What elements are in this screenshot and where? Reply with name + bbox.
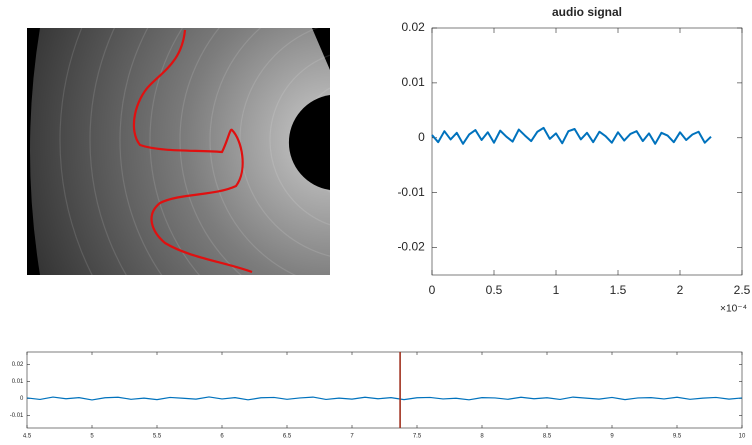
x-tick-label: 6.5 <box>283 433 292 439</box>
x-tick-label: 2.5 <box>734 283 751 297</box>
x-tick-label: 7.5 <box>413 433 422 439</box>
x-tick-label: 0.5 <box>486 283 503 297</box>
signal-line <box>431 126 712 145</box>
x-tick-label: 6 <box>220 433 224 439</box>
y-tick-label: -0.01 <box>10 413 24 419</box>
x-tick-label: 5 <box>90 433 94 439</box>
y-tick-label: 0 <box>20 396 24 402</box>
signal-line <box>26 396 743 401</box>
axes-box <box>26 351 743 429</box>
axes-box <box>431 27 743 276</box>
y-tick-label: 0.02 <box>12 362 24 368</box>
x-tick-label: 0 <box>429 283 436 297</box>
x-tick-label: 10 <box>739 433 746 439</box>
x-offset-label: ×10⁻⁴ <box>720 303 747 314</box>
y-tick-label: 0.01 <box>12 379 24 385</box>
y-tick-label: 0.01 <box>401 75 425 89</box>
x-tick-label: 4.5 <box>23 433 32 439</box>
x-tick-label: 2 <box>677 283 684 297</box>
y-tick-label: 0.02 <box>401 20 425 34</box>
x-tick-label: 1 <box>553 283 560 297</box>
x-tick-label: 8.5 <box>543 433 552 439</box>
x-tick-label: 9.5 <box>673 433 682 439</box>
y-tick-label: -0.01 <box>397 185 425 199</box>
x-tick-label: 1.5 <box>610 283 627 297</box>
y-tick-label: -0.02 <box>397 240 425 254</box>
y-tick-label: 0 <box>418 130 425 144</box>
x-tick-label: 7 <box>350 433 354 439</box>
x-tick-label: 9 <box>610 433 614 439</box>
chart-title: audio signal <box>552 5 622 19</box>
x-tick-label: 5.5 <box>153 433 162 439</box>
x-tick-label: 8 <box>480 433 484 439</box>
